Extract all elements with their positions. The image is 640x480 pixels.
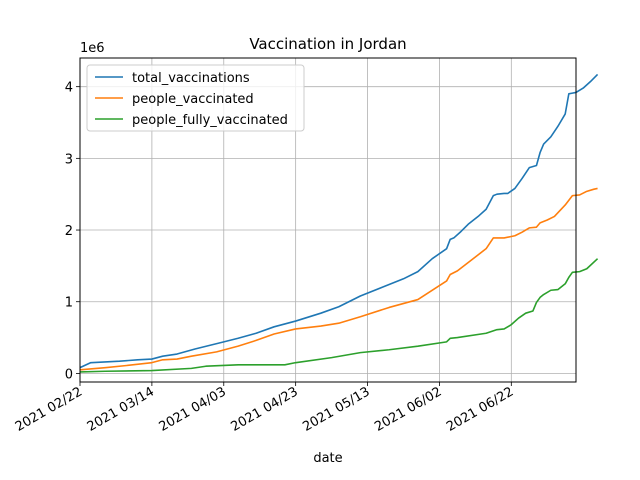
plot-frame [79,57,577,383]
y-tick-label: 0 [65,367,73,382]
series-lines [79,73,599,373]
y-tick-label: 3 [65,152,73,167]
legend-label-total_vaccinations: total_vaccinations [132,71,250,86]
series-line-total_vaccinations [79,73,599,369]
legend-label-people_fully_vaccinated: people_fully_vaccinated [132,113,288,128]
y-tick-label: 1 [65,296,73,311]
legend: total_vaccinations people_vaccinatedpeopl… [86,64,305,132]
y-tick-label: 2 [65,224,73,239]
series-line-people_fully_vaccinated [79,258,599,373]
y-tick-label: 4 [65,81,73,96]
series-line-people_vaccinated [79,187,598,371]
y-axis-offset-label: 1e6 [80,41,105,56]
x-axis-title: date [313,451,342,466]
legend-box [86,64,305,132]
legend-label-people_vaccinated: people_vaccinated [132,92,254,107]
chart-title: Vaccination in Jordan [249,35,406,53]
